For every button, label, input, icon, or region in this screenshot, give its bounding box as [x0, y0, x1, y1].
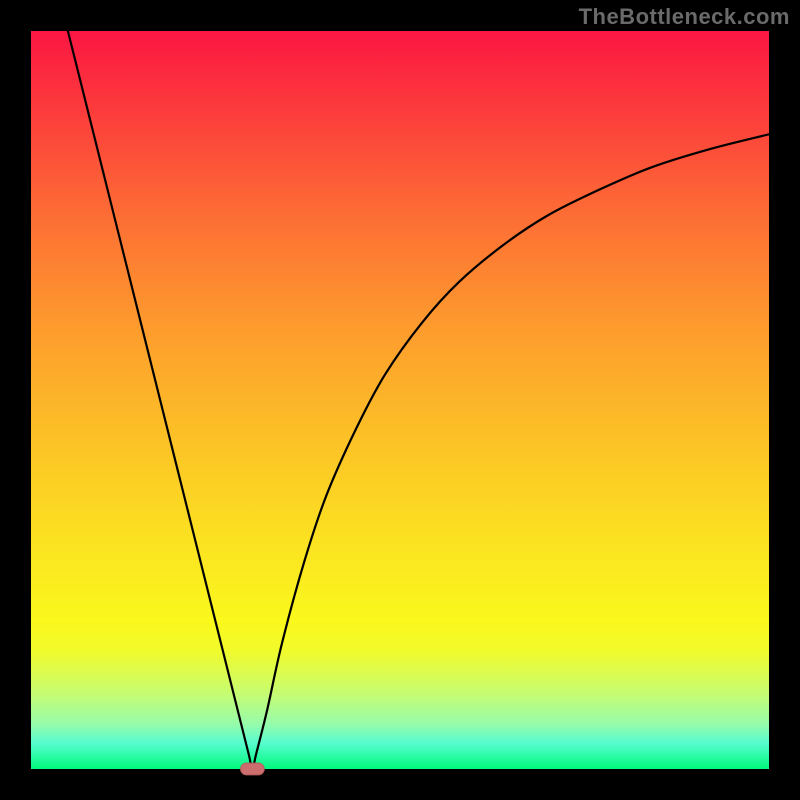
plot-background	[31, 31, 769, 769]
chart-outer-frame: TheBottleneck.com	[0, 0, 800, 800]
bottleneck-chart	[0, 0, 800, 800]
source-watermark: TheBottleneck.com	[579, 4, 790, 30]
minimum-marker	[241, 763, 265, 775]
